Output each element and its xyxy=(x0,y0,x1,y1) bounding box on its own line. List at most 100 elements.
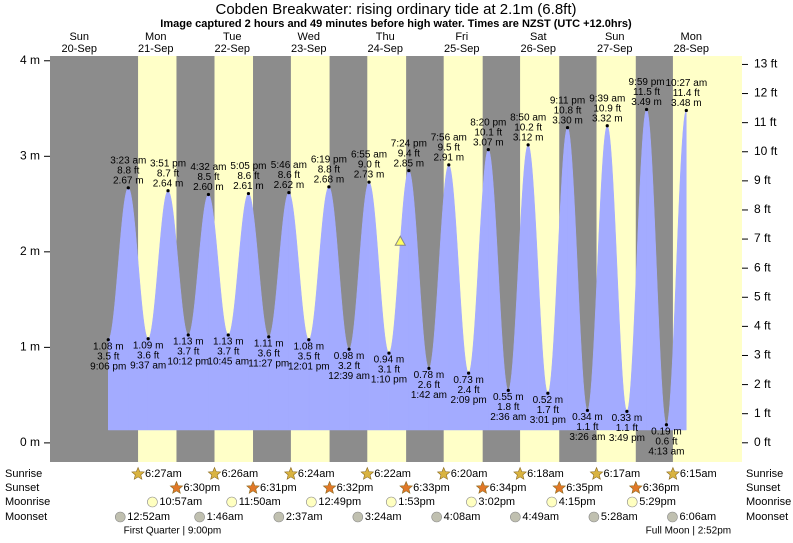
moonset-icon xyxy=(667,511,678,523)
tide-label: 3.1 ft xyxy=(378,365,400,376)
tide-label: 11.5 ft xyxy=(633,87,660,98)
tide-label: 3.32 m xyxy=(592,113,623,124)
tide-label: 3.49 m xyxy=(631,97,662,108)
tide-area xyxy=(488,148,509,431)
tide-label: 3:01 pm xyxy=(530,415,566,426)
y-tick-label: 2 m xyxy=(20,244,40,258)
high-tide-point xyxy=(367,180,371,184)
row-label: Sunset xyxy=(5,482,39,494)
tide-label: 5:46 am xyxy=(271,160,307,171)
tide-area xyxy=(388,170,410,431)
row-label: Moonrise xyxy=(746,496,791,508)
y-tick-label: 4 m xyxy=(20,53,40,67)
tide-label: 0.34 m xyxy=(572,412,603,423)
tide-label: 1.11 m xyxy=(254,338,284,349)
tide-label: 9:37 am xyxy=(130,360,166,371)
tide-label: 10:27 am xyxy=(665,78,707,89)
labels-layer: Sun20-SepMon21-SepTue22-SepWed23-SepThu2… xyxy=(5,31,791,537)
tide-label: 1.09 m xyxy=(133,340,164,351)
low-tide-point xyxy=(625,409,629,413)
sunset-icon xyxy=(628,480,643,494)
low-tide-point xyxy=(506,388,510,392)
tide-label: 10.1 ft xyxy=(474,127,502,138)
sunrise-icon xyxy=(207,466,222,480)
y2-tick-label: 7 ft xyxy=(754,231,771,245)
day-name: Mon xyxy=(145,31,166,43)
high-tide-point xyxy=(684,108,688,113)
moonset-icon xyxy=(273,511,285,523)
tide-label: 10:12 pm xyxy=(167,357,209,368)
tide-label: 3:49 pm xyxy=(609,433,645,444)
tide-label: 2.85 m xyxy=(394,158,425,169)
tide-label: 2.64 m xyxy=(153,178,184,189)
tide-label: 9.4 ft xyxy=(398,148,420,159)
sunrise-time: 6:15am xyxy=(680,468,717,480)
sunrise-icon xyxy=(436,466,451,480)
tide-area xyxy=(527,144,549,431)
sunset-icon xyxy=(399,480,414,494)
tide-label: 7:24 pm xyxy=(391,138,427,149)
high-tide-point xyxy=(126,186,130,190)
tide-label: 11.4 ft xyxy=(673,88,700,99)
tide-label: 11:27 pm xyxy=(248,358,289,369)
high-tide-point xyxy=(565,126,570,130)
tide-label: 12:01 pm xyxy=(288,361,330,372)
tide-label: 1.08 m xyxy=(294,341,325,352)
sunrise-icon xyxy=(513,466,528,480)
tide-label: 1.08 m xyxy=(93,341,124,352)
sunrise-icon xyxy=(665,466,680,480)
moonrise-time: 3:02pm xyxy=(478,496,515,508)
sunset-time: 6:35pm xyxy=(566,482,603,494)
moonset-time: 1:46am xyxy=(207,511,244,523)
moonrise-icon xyxy=(147,496,158,508)
tide-label: 8.5 ft xyxy=(197,172,219,183)
moonset-icon xyxy=(510,511,521,523)
tide-label: 5:05 pm xyxy=(230,161,266,172)
tide-label: 2.60 m xyxy=(193,182,224,193)
tide-area xyxy=(547,126,568,431)
day-name: Tue xyxy=(223,31,242,43)
chart-subtitle: Image captured 2 hours and 49 minutes be… xyxy=(160,18,632,30)
tide-label: 1.13 m xyxy=(173,337,204,348)
tide-label: 0.73 m xyxy=(453,375,484,386)
high-tide-point xyxy=(447,163,451,167)
sunrise-time: 6:26am xyxy=(222,468,259,480)
low-tide-point xyxy=(347,347,351,351)
tide-label: 2.91 m xyxy=(433,153,464,164)
moonset-icon xyxy=(588,511,600,523)
tide-label: 0.55 m xyxy=(493,392,524,403)
tide-area xyxy=(428,164,450,431)
tide-label: 9.5 ft xyxy=(438,143,460,154)
tide-label: 7:56 am xyxy=(431,133,467,144)
sunrise-icon xyxy=(283,466,298,480)
tide-label: 3.7 ft xyxy=(217,347,239,358)
day-date: 21-Sep xyxy=(138,43,173,55)
high-tide-point xyxy=(644,107,649,112)
tide-label: 8.8 ft xyxy=(117,165,139,176)
tide-area xyxy=(328,186,350,431)
tide-label: 10.2 ft xyxy=(514,122,542,133)
tide-label: 3:51 pm xyxy=(150,158,186,169)
low-tide-point xyxy=(267,335,271,339)
tide-area xyxy=(408,170,430,431)
tide-label: 8.6 ft xyxy=(278,170,300,181)
day-name: Thu xyxy=(376,31,395,43)
tide-label: 8:50 am xyxy=(510,112,546,123)
tide-label: 2.4 ft xyxy=(457,385,479,396)
moonset-time: 2:37am xyxy=(286,511,323,523)
tide-area xyxy=(626,108,647,431)
tide-area xyxy=(508,144,529,431)
tide-label: 1:42 am xyxy=(411,390,447,401)
tide-area xyxy=(208,194,229,431)
y2-tick-label: 10 ft xyxy=(754,144,778,158)
low-tide-point xyxy=(307,338,311,342)
tide-label: 10.9 ft xyxy=(593,103,621,114)
sunset-time: 6:36pm xyxy=(643,482,680,494)
high-tide-point xyxy=(486,148,490,152)
y2-tick-label: 3 ft xyxy=(754,348,771,362)
tide-label: 4:32 am xyxy=(190,162,226,173)
moonset-time: 5:28am xyxy=(601,511,638,523)
sunrise-time: 6:17am xyxy=(604,468,641,480)
high-tide-point xyxy=(246,191,251,196)
